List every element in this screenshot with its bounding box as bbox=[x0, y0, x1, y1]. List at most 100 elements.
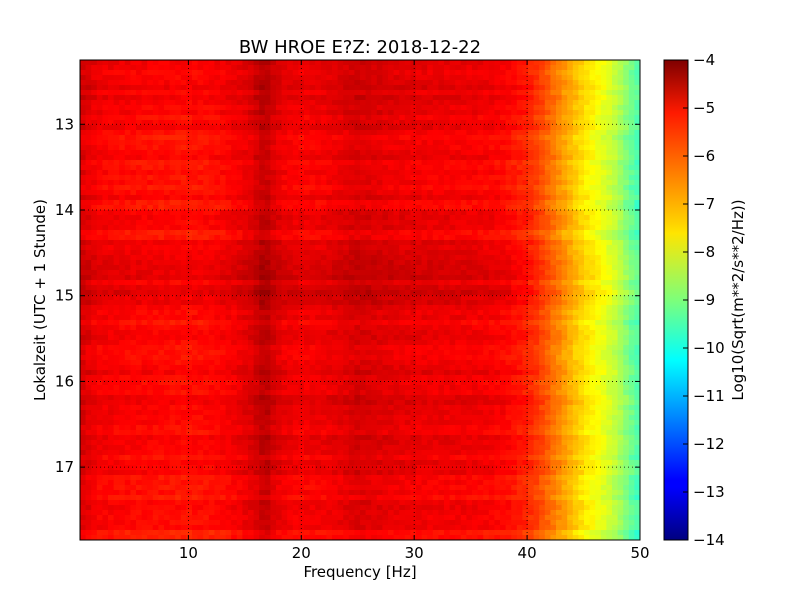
heatmap-cell bbox=[85, 95, 92, 101]
heatmap-cell bbox=[270, 220, 277, 226]
heatmap-cell bbox=[292, 135, 299, 141]
heatmap-cell bbox=[421, 185, 428, 191]
heatmap-cell bbox=[539, 80, 546, 86]
heatmap-cell bbox=[231, 205, 238, 211]
heatmap-cell bbox=[606, 250, 613, 256]
heatmap-cell bbox=[472, 280, 478, 286]
heatmap-cell bbox=[80, 205, 86, 211]
heatmap-cell bbox=[197, 125, 204, 131]
heatmap-cell bbox=[556, 180, 562, 186]
heatmap-cell bbox=[208, 145, 215, 151]
heatmap-cell bbox=[203, 280, 210, 286]
heatmap-cell bbox=[371, 215, 378, 221]
heatmap-cell bbox=[136, 145, 142, 151]
heatmap-cell bbox=[628, 185, 635, 191]
heatmap-cell bbox=[180, 85, 187, 91]
heatmap-cell bbox=[85, 105, 92, 111]
heatmap-cell bbox=[141, 180, 148, 186]
heatmap-cell bbox=[421, 275, 428, 281]
heatmap-cell bbox=[393, 240, 400, 246]
heatmap-cell bbox=[589, 135, 596, 141]
heatmap-cell bbox=[589, 80, 596, 86]
heatmap-cell bbox=[348, 95, 355, 101]
heatmap-cell bbox=[556, 235, 562, 241]
heatmap-cell bbox=[348, 235, 355, 241]
heatmap-cell bbox=[326, 230, 333, 236]
heatmap-cell bbox=[119, 70, 126, 76]
heatmap-cell bbox=[141, 135, 148, 141]
heatmap-cell bbox=[248, 265, 254, 271]
heatmap-cell bbox=[130, 130, 137, 136]
heatmap-cell bbox=[623, 170, 630, 176]
heatmap-cell bbox=[494, 140, 501, 146]
heatmap-cell bbox=[214, 270, 221, 276]
heatmap-cell bbox=[528, 305, 534, 311]
heatmap-cell bbox=[500, 90, 506, 96]
heatmap-cell bbox=[528, 215, 534, 221]
heatmap-cell bbox=[561, 130, 568, 136]
heatmap-cell bbox=[365, 245, 372, 251]
heatmap-cell bbox=[505, 155, 512, 161]
heatmap-cell bbox=[472, 270, 478, 276]
heatmap-cell bbox=[382, 240, 389, 246]
heatmap-cell bbox=[85, 130, 92, 136]
heatmap-cell bbox=[175, 300, 182, 306]
heatmap-cell bbox=[606, 300, 613, 306]
heatmap-cell bbox=[158, 85, 165, 91]
heatmap-cell bbox=[483, 65, 490, 71]
heatmap-cell bbox=[85, 190, 92, 196]
heatmap-cell bbox=[96, 250, 103, 256]
heatmap-cell bbox=[360, 155, 366, 161]
heatmap-cell bbox=[584, 275, 590, 281]
heatmap-cell bbox=[522, 230, 529, 236]
heatmap-cell bbox=[136, 215, 142, 221]
heatmap-cell bbox=[102, 180, 109, 186]
heatmap-cell bbox=[180, 220, 187, 226]
heatmap-cell bbox=[147, 225, 154, 231]
heatmap-cell bbox=[208, 185, 215, 191]
heatmap-cell bbox=[612, 175, 618, 181]
heatmap-cell bbox=[287, 75, 294, 81]
heatmap-cell bbox=[376, 100, 383, 106]
heatmap-cell bbox=[343, 195, 350, 201]
heatmap-cell bbox=[376, 235, 383, 241]
heatmap-cell bbox=[533, 265, 540, 271]
heatmap-cell bbox=[326, 65, 333, 71]
heatmap-cell bbox=[332, 145, 338, 151]
heatmap-cell bbox=[147, 95, 154, 101]
heatmap-cell bbox=[248, 180, 254, 186]
heatmap-cell bbox=[578, 245, 585, 251]
heatmap-cell bbox=[96, 185, 103, 191]
heatmap-cell bbox=[516, 245, 523, 251]
heatmap-cell bbox=[203, 250, 210, 256]
heatmap-cell bbox=[270, 215, 277, 221]
heatmap-cell bbox=[124, 255, 131, 261]
heatmap-cell bbox=[320, 65, 327, 71]
heatmap-cell bbox=[438, 155, 445, 161]
heatmap-cell bbox=[365, 115, 372, 121]
heatmap-cell bbox=[332, 290, 338, 296]
heatmap-cell bbox=[231, 70, 238, 76]
heatmap-cell bbox=[203, 290, 210, 296]
heatmap-cell bbox=[236, 175, 243, 181]
heatmap-cell bbox=[242, 250, 249, 256]
heatmap-cell bbox=[572, 270, 579, 276]
heatmap-cell bbox=[567, 275, 574, 281]
heatmap-cell bbox=[203, 230, 210, 236]
heatmap-cell bbox=[600, 170, 607, 176]
heatmap-cell bbox=[180, 300, 187, 306]
heatmap-cell bbox=[186, 260, 193, 266]
heatmap-cell bbox=[612, 260, 618, 266]
heatmap-cell bbox=[102, 65, 109, 71]
heatmap-cell bbox=[539, 180, 546, 186]
heatmap-cell bbox=[220, 285, 226, 291]
heatmap-cell bbox=[438, 195, 445, 201]
heatmap-cell bbox=[595, 255, 602, 261]
heatmap-cell bbox=[270, 295, 277, 301]
heatmap-cell bbox=[292, 290, 299, 296]
heatmap-cell bbox=[606, 190, 613, 196]
heatmap-cell bbox=[623, 285, 630, 291]
heatmap-cell bbox=[449, 170, 456, 176]
heatmap-cell bbox=[561, 155, 568, 161]
heatmap-cell bbox=[332, 130, 338, 136]
